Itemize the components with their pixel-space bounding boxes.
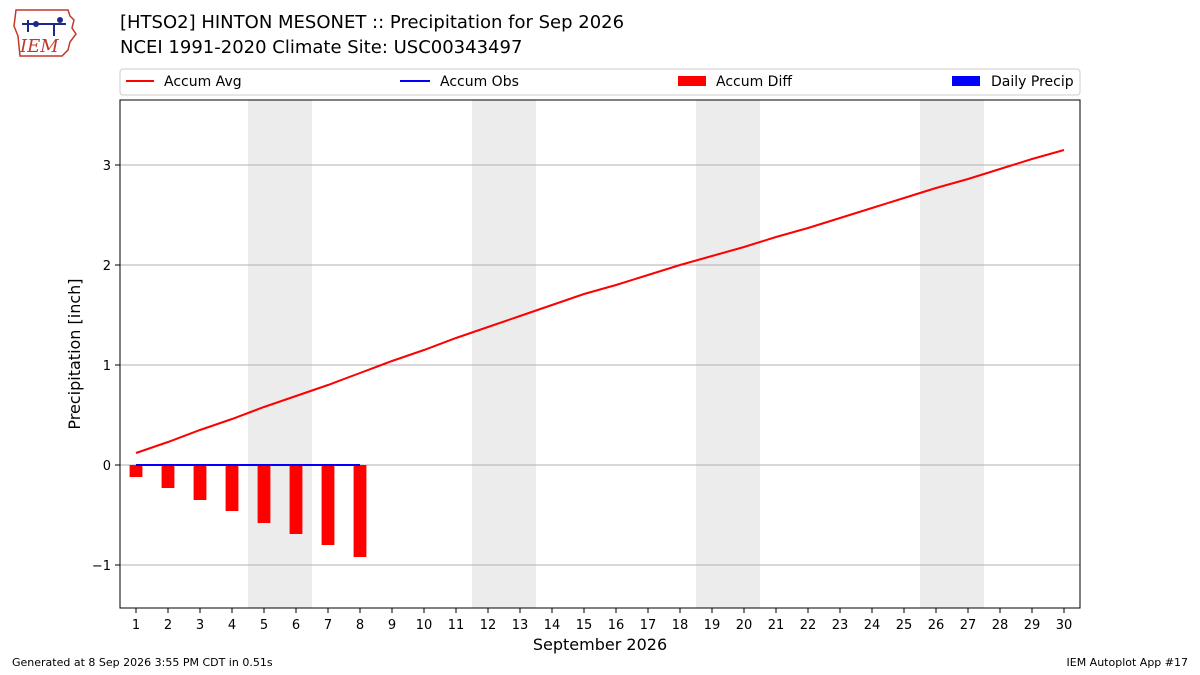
x-tick-label: 22 — [800, 618, 817, 633]
bar-accum-diff — [257, 465, 271, 523]
x-axis-label: September 2026 — [533, 635, 667, 654]
series-lines — [135, 149, 1065, 466]
accum-diff-bars — [129, 465, 367, 557]
legend-label-accum-avg: Accum Avg — [164, 74, 242, 90]
x-tick-label: 8 — [356, 618, 364, 633]
bar-accum-diff — [225, 465, 239, 511]
legend: Accum Avg Accum Obs Accum Diff Daily Pre… — [119, 68, 1081, 96]
x-tick-label: 18 — [672, 618, 689, 633]
x-tick-label: 25 — [896, 618, 913, 633]
x-tick-label: 30 — [1056, 618, 1073, 633]
x-tick-label: 23 — [832, 618, 849, 633]
bar-accum-diff — [129, 465, 143, 477]
x-tick-label: 17 — [640, 618, 657, 633]
plot-frame — [119, 99, 1081, 609]
legend-label-daily-precip: Daily Precip — [991, 74, 1074, 90]
x-tick-label: 20 — [736, 618, 753, 633]
x-tick-label: 26 — [928, 618, 945, 633]
iem-logo: IEM — [8, 6, 80, 60]
x-tick-label: 21 — [768, 618, 785, 633]
legend-swatch-daily-precip — [952, 76, 980, 86]
x-tick-label: 27 — [960, 618, 977, 633]
legend-label-accum-obs: Accum Obs — [440, 74, 519, 90]
app-label: IEM Autoplot App #17 — [1066, 656, 1189, 669]
weekend-band-4 — [920, 100, 984, 608]
gridlines — [120, 164, 1080, 566]
bar-accum-diff — [289, 465, 303, 534]
x-tick-label: 7 — [324, 618, 332, 633]
chart-subtitle: NCEI 1991-2020 Climate Site: USC00343497 — [120, 37, 523, 58]
x-tick-label: 5 — [260, 618, 268, 633]
x-axis-ticks: 1 2 3 4 5 6 7 8 9 10 11 12 13 14 15 16 17 18 19 20 21 22 23 24 2… — [132, 608, 1072, 633]
legend-frame — [119, 68, 1081, 96]
bar-accum-diff — [321, 465, 335, 545]
y-tick-label: 0 — [103, 459, 111, 474]
x-tick-label: 14 — [544, 618, 561, 633]
y-tick-label: −1 — [92, 559, 111, 574]
x-tick-label: 10 — [416, 618, 433, 633]
x-tick-label: 15 — [576, 618, 593, 633]
weekend-band-3 — [696, 100, 760, 608]
x-tick-label: 2 — [164, 618, 172, 633]
x-tick-label: 29 — [1024, 618, 1041, 633]
line-accum-avg — [135, 149, 1065, 454]
x-tick-label: 6 — [292, 618, 300, 633]
y-tick-label: 3 — [103, 159, 111, 174]
legend-label-accum-diff: Accum Diff — [716, 74, 792, 90]
y-tick-label: 2 — [103, 259, 111, 274]
bar-accum-diff — [353, 465, 367, 557]
weekend-band-2 — [472, 100, 536, 608]
y-axis-label: Precipitation [inch] — [65, 278, 84, 429]
x-tick-label: 9 — [388, 618, 396, 633]
generated-timestamp: Generated at 8 Sep 2026 3:55 PM CDT in 0… — [12, 656, 273, 669]
x-tick-label: 3 — [196, 618, 204, 633]
x-tick-label: 12 — [480, 618, 497, 633]
chart-title: [HTSO2] HINTON MESONET :: Precipitation … — [120, 12, 625, 33]
legend-swatch-accum-diff — [678, 76, 706, 86]
y-tick-label: 1 — [103, 359, 111, 374]
x-tick-label: 1 — [132, 618, 140, 633]
x-tick-label: 13 — [512, 618, 529, 633]
x-tick-label: 11 — [448, 618, 465, 633]
bar-accum-diff — [161, 465, 175, 488]
x-tick-label: 16 — [608, 618, 625, 633]
x-tick-label: 19 — [704, 618, 721, 633]
logo-text: IEM — [19, 36, 59, 57]
x-tick-label: 28 — [992, 618, 1009, 633]
y-axis-ticks: −1 0 1 2 3 — [92, 159, 120, 574]
x-tick-label: 24 — [864, 618, 881, 633]
x-tick-label: 4 — [228, 618, 236, 633]
weekend-shading — [248, 100, 984, 608]
bar-accum-diff — [193, 465, 207, 500]
